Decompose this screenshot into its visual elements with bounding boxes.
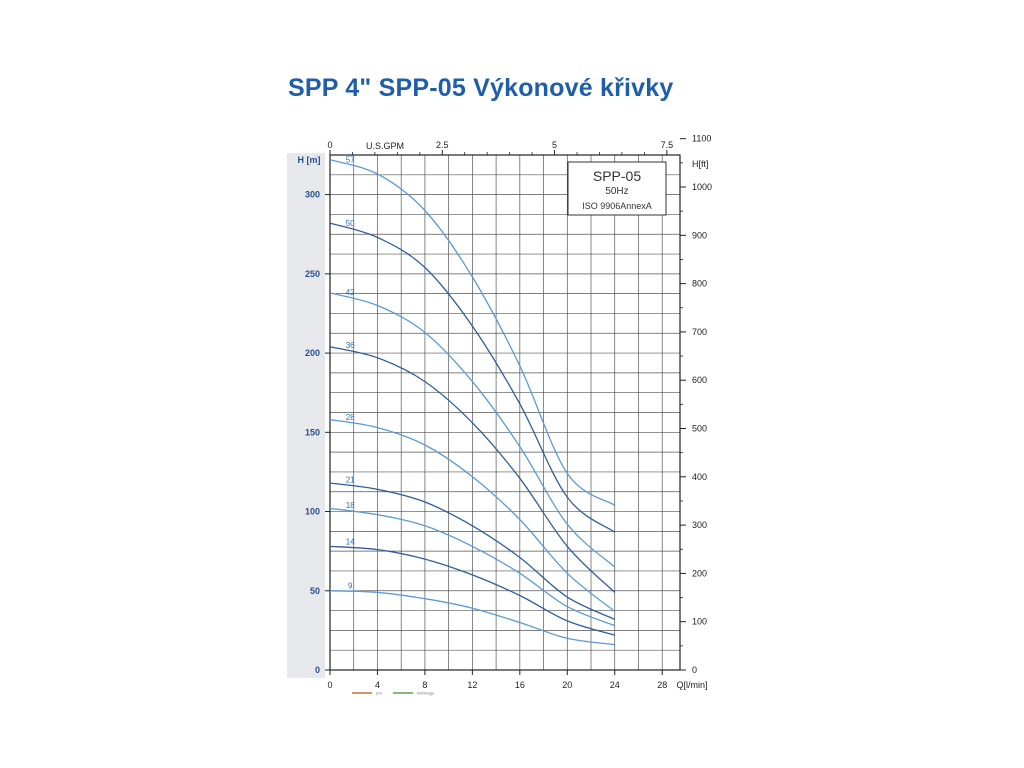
legend: η% kW/Stage xyxy=(352,691,435,696)
curve-36-stages xyxy=(329,346,616,593)
info-box: SPP-05 50Hz ISO 9906AnnexA xyxy=(567,161,667,216)
ft-tick-label: 800 xyxy=(692,279,707,289)
curves xyxy=(329,159,616,646)
ft-tick-label: 600 xyxy=(692,375,707,385)
curve-label: 36 xyxy=(346,341,355,350)
y-tick-label: 250 xyxy=(305,269,320,279)
x-tick-label: 28 xyxy=(657,680,667,690)
info-box-frame xyxy=(567,161,667,216)
curve-label: 9 xyxy=(348,581,353,590)
curve-label: 21 xyxy=(346,476,355,485)
y-tick-label: 200 xyxy=(305,348,320,358)
ft-tick-label: 700 xyxy=(692,327,707,337)
curve-label: 50 xyxy=(346,219,355,228)
curve-57-stages xyxy=(329,159,616,506)
gpm-tick-label: 7.5 xyxy=(661,140,674,150)
curve-28-stages xyxy=(329,418,616,612)
curve-label: 57 xyxy=(346,155,355,164)
ft-tick-label: 1000 xyxy=(692,182,712,192)
y-tick-label: 50 xyxy=(310,586,320,596)
x-tick-label: 24 xyxy=(610,680,620,690)
y-tick-label: 0 xyxy=(315,665,320,675)
ft-tick-label: 1100 xyxy=(692,134,711,144)
info-box-standard: ISO 9906AnnexA xyxy=(582,201,652,211)
plot-frame xyxy=(329,154,681,671)
ft-tick-label: 400 xyxy=(692,472,707,482)
x-tick-label: 12 xyxy=(467,680,477,690)
ft-tick-label: 300 xyxy=(692,520,707,530)
curve-50-stages xyxy=(329,222,616,533)
x-tick-label: 4 xyxy=(375,680,380,690)
y-tick-label: 150 xyxy=(305,427,320,437)
curve-label: 28 xyxy=(346,413,355,422)
curve-18-stages xyxy=(329,507,615,627)
y-tick-label: 100 xyxy=(305,507,320,517)
curve-14-stages xyxy=(329,545,615,636)
info-box-model: SPP-05 xyxy=(593,168,641,184)
y-axis-label: H [m] xyxy=(298,155,321,165)
curve-label: 14 xyxy=(346,538,355,547)
curve-label: 18 xyxy=(346,501,355,510)
curve-label: 42 xyxy=(346,288,355,297)
ft-tick-label: 900 xyxy=(692,230,707,240)
info-box-freq: 50Hz xyxy=(605,186,628,197)
x-tick-label: 8 xyxy=(422,680,427,690)
ft-tick-label: 100 xyxy=(692,617,707,627)
curve-21-stages xyxy=(329,482,615,620)
curve-9-stages xyxy=(329,590,615,646)
left-axis-band xyxy=(287,153,325,678)
gpm-tick-label: 0 xyxy=(327,140,332,150)
ft-tick-label: 0 xyxy=(692,665,697,675)
ft-tick-label: 500 xyxy=(692,424,707,434)
ft-axis-label: H[ft] xyxy=(692,159,709,169)
curve-42-stages xyxy=(329,292,616,568)
ft-tick-label: 200 xyxy=(692,568,707,578)
gpm-tick-label: 2.5 xyxy=(436,140,449,150)
legend-efficiency-label: η% xyxy=(376,691,382,696)
page-title: SPP 4" SPP-05 Výkonové křivky xyxy=(288,74,674,102)
x-tick-label: 20 xyxy=(562,680,572,690)
legend-power-label: kW/Stage xyxy=(417,691,435,696)
x-tick-label: 0 xyxy=(327,680,332,690)
curve-labels: 57 50 42 36 28 21 18 14 9 xyxy=(346,155,355,590)
x-axis-label: Q[l/min] xyxy=(676,680,707,690)
gpm-axis-label: U.S.GPM xyxy=(366,141,404,151)
x-tick-label: 16 xyxy=(515,680,525,690)
gpm-tick-label: 5 xyxy=(552,140,557,150)
y-tick-label: 300 xyxy=(305,190,320,200)
